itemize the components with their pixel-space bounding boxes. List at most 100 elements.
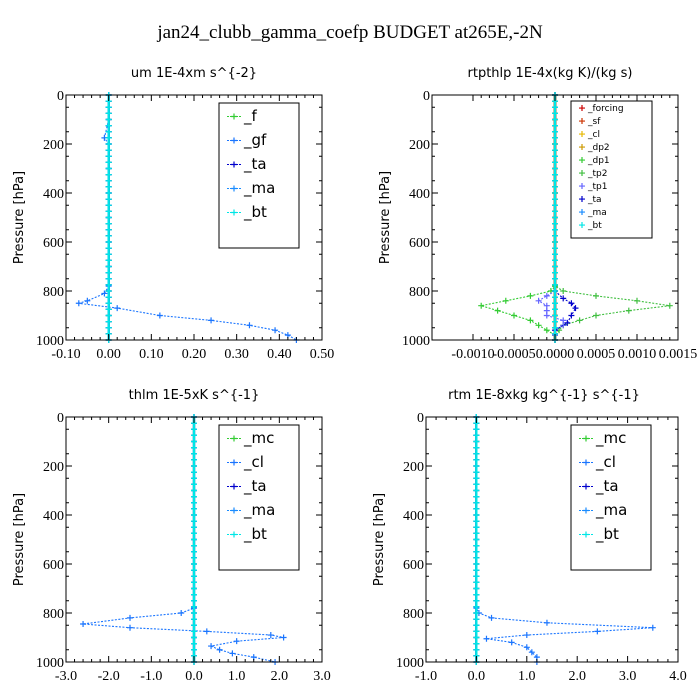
legend-marker [583,483,589,490]
data-point [552,196,558,203]
data-point [473,573,480,580]
data-point [105,165,112,172]
data-point [105,306,112,313]
y-tick-label: 1000 [36,656,64,671]
data-point [229,650,236,657]
data-point [191,499,197,506]
data-point [191,444,197,451]
data-point [473,548,480,555]
data-point [191,646,197,653]
data-point [105,226,112,233]
legend-marker [231,137,237,144]
data-point [105,116,112,123]
data-point [473,481,480,488]
data-point [191,616,197,623]
panel-1: um 1E-4xm s^{-2} Pressure [hPa] -0.10 0.00 0… [12,66,334,362]
data-point [543,619,550,626]
data-point [191,591,197,598]
x-tick-label: -0.0010 [451,347,494,362]
data-point [191,450,197,457]
data-point [508,639,515,646]
data-point [191,634,197,641]
legend-label: _dp2 [587,143,610,153]
data-point [494,307,501,314]
legend-box [570,100,653,239]
data-point [552,263,558,270]
data-point [473,493,480,500]
data-point [105,288,112,294]
panel-3: thlm 1E-5xK s^{-1} Pressure [hPa] -3.0 -2.0… [12,388,331,684]
legend-label: _ta [595,477,619,496]
data-point [105,214,112,221]
data-point [267,632,274,639]
data-point [105,202,112,209]
y-axis-label: Pressure [hPa] [12,171,27,264]
series-bt [552,92,558,343]
data-point [156,312,163,319]
data-point [191,640,197,647]
data-point [523,644,530,651]
data-point [473,450,480,457]
data-point [649,624,656,631]
legend-label: _sf [587,117,601,127]
y-tick-label: 1000 [396,656,424,671]
legend-label: _cl [595,453,616,472]
legend-marker [579,196,585,203]
y-tick-label: 800 [43,285,64,300]
data-point [576,317,583,324]
y-tick-label: 600 [409,236,430,251]
data-point [552,214,558,221]
data-point [105,245,112,252]
data-point [191,432,197,439]
data-point [502,297,509,304]
legend-label: _dp1 [587,156,610,166]
data-point [593,292,599,299]
y-tick-label: 400 [43,509,64,524]
data-point [511,312,517,319]
y-tick-label: 800 [43,607,64,622]
data-point [543,327,550,334]
data-point [572,305,579,312]
series-cl [473,414,656,665]
data-point [473,622,480,629]
data-point [473,634,480,641]
data-point [191,512,197,518]
y-tick-label: 600 [43,236,64,251]
data-point [552,183,558,190]
data-point [191,487,197,494]
data-point [625,307,632,314]
data-point [543,292,550,299]
legend-box [570,424,652,571]
data-point [208,643,215,650]
x-tick-label: -0.0005 [492,347,535,362]
data-point [191,628,197,635]
legend-box [218,102,300,249]
panel-title: rtm 1E-8xkg kg^{-1} s^{-1} [448,388,640,403]
x-tick-label: 0.20 [182,347,207,362]
y-tick-label: 400 [409,187,430,202]
data-point [552,208,558,215]
x-tick-label: 0.0015 [659,347,698,362]
y-tick-label: 400 [403,509,424,524]
data-point [203,628,210,635]
data-point [105,134,112,141]
data-point [552,110,558,117]
y-axis-label: Pressure [hPa] [378,171,393,264]
data-point [552,324,558,331]
data-point [564,319,571,326]
data-point [105,300,112,307]
data-point [191,530,197,537]
data-point [473,591,480,598]
data-point [80,621,87,628]
y-tick-label: 400 [43,187,64,202]
data-point [528,649,535,656]
data-point [473,512,480,518]
data-point [552,300,558,307]
x-tick-label: 0.30 [224,347,249,362]
legend: _forcing _sf _cl _dp2 _dp1 _tp2 _tp1 _ta _ma _bt [570,100,653,239]
y-tick-label: 0 [57,89,64,104]
data-point [552,318,558,325]
data-point [101,290,108,297]
data-point [105,263,112,270]
